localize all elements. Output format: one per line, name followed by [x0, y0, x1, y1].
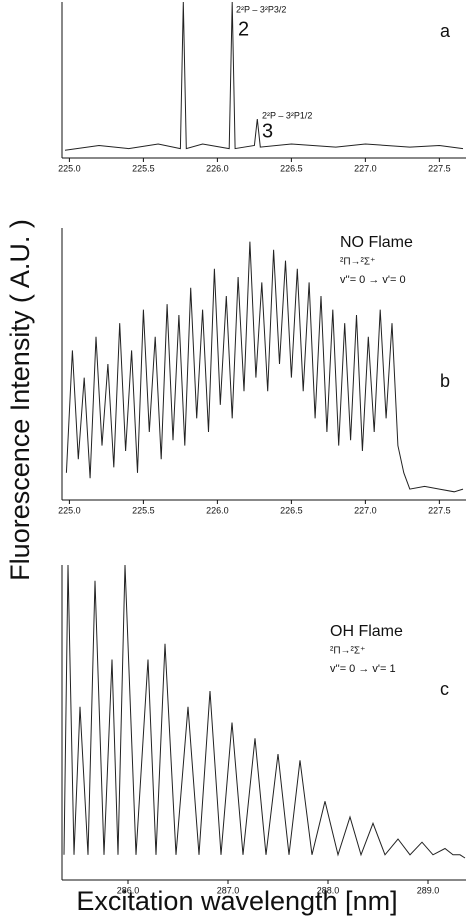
annotation: 2²P – 3²P1/2: [262, 110, 312, 120]
y-axis-label: Fluorescence Intensity ( A.U. ): [5, 219, 35, 581]
spectrum-line: [65, 241, 464, 493]
x-tick-label: 227.5: [428, 163, 451, 173]
annotation: 2: [238, 18, 249, 40]
x-tick-label: 226.5: [280, 505, 303, 515]
annotation: ²Π→²Σ⁺: [330, 646, 365, 657]
x-tick-label: 288.0: [317, 885, 340, 895]
annotation: 2²P – 3²P3/2: [236, 4, 286, 14]
spectrum-line: [64, 1, 464, 151]
x-tick-label: 225.5: [132, 505, 155, 515]
annotation: ²Π→²Σ⁺: [340, 257, 375, 268]
x-tick-label: 226.5: [280, 163, 303, 173]
x-tick-label: 226.0: [206, 505, 229, 515]
x-tick-label: 227.0: [354, 163, 377, 173]
x-tick-label: 225.5: [132, 163, 155, 173]
x-tick-label: 225.0: [58, 163, 81, 173]
x-tick-label: 286.0: [117, 885, 140, 895]
panel-label: a: [440, 21, 451, 41]
x-tick-label: 227.0: [354, 505, 377, 515]
x-axis-label: Excitation wavelength [nm]: [76, 886, 397, 916]
x-tick-label: 226.0: [206, 163, 229, 173]
annotation: 3: [262, 120, 273, 142]
annotation: OH Flame: [330, 623, 403, 640]
x-tick-label: 225.0: [58, 505, 81, 515]
x-tick-label: 289.0: [417, 885, 440, 895]
x-tick-label: 227.5: [428, 505, 451, 515]
x-tick-label: 287.0: [217, 885, 240, 895]
annotation: v''= 0 → v'= 0: [340, 274, 406, 286]
annotation: NO Flame: [340, 234, 413, 251]
panel-label: b: [440, 371, 450, 391]
annotation: v''= 0 → v'= 1: [330, 663, 396, 675]
spectrum-line: [63, 564, 466, 859]
panel-label: c: [440, 679, 449, 699]
